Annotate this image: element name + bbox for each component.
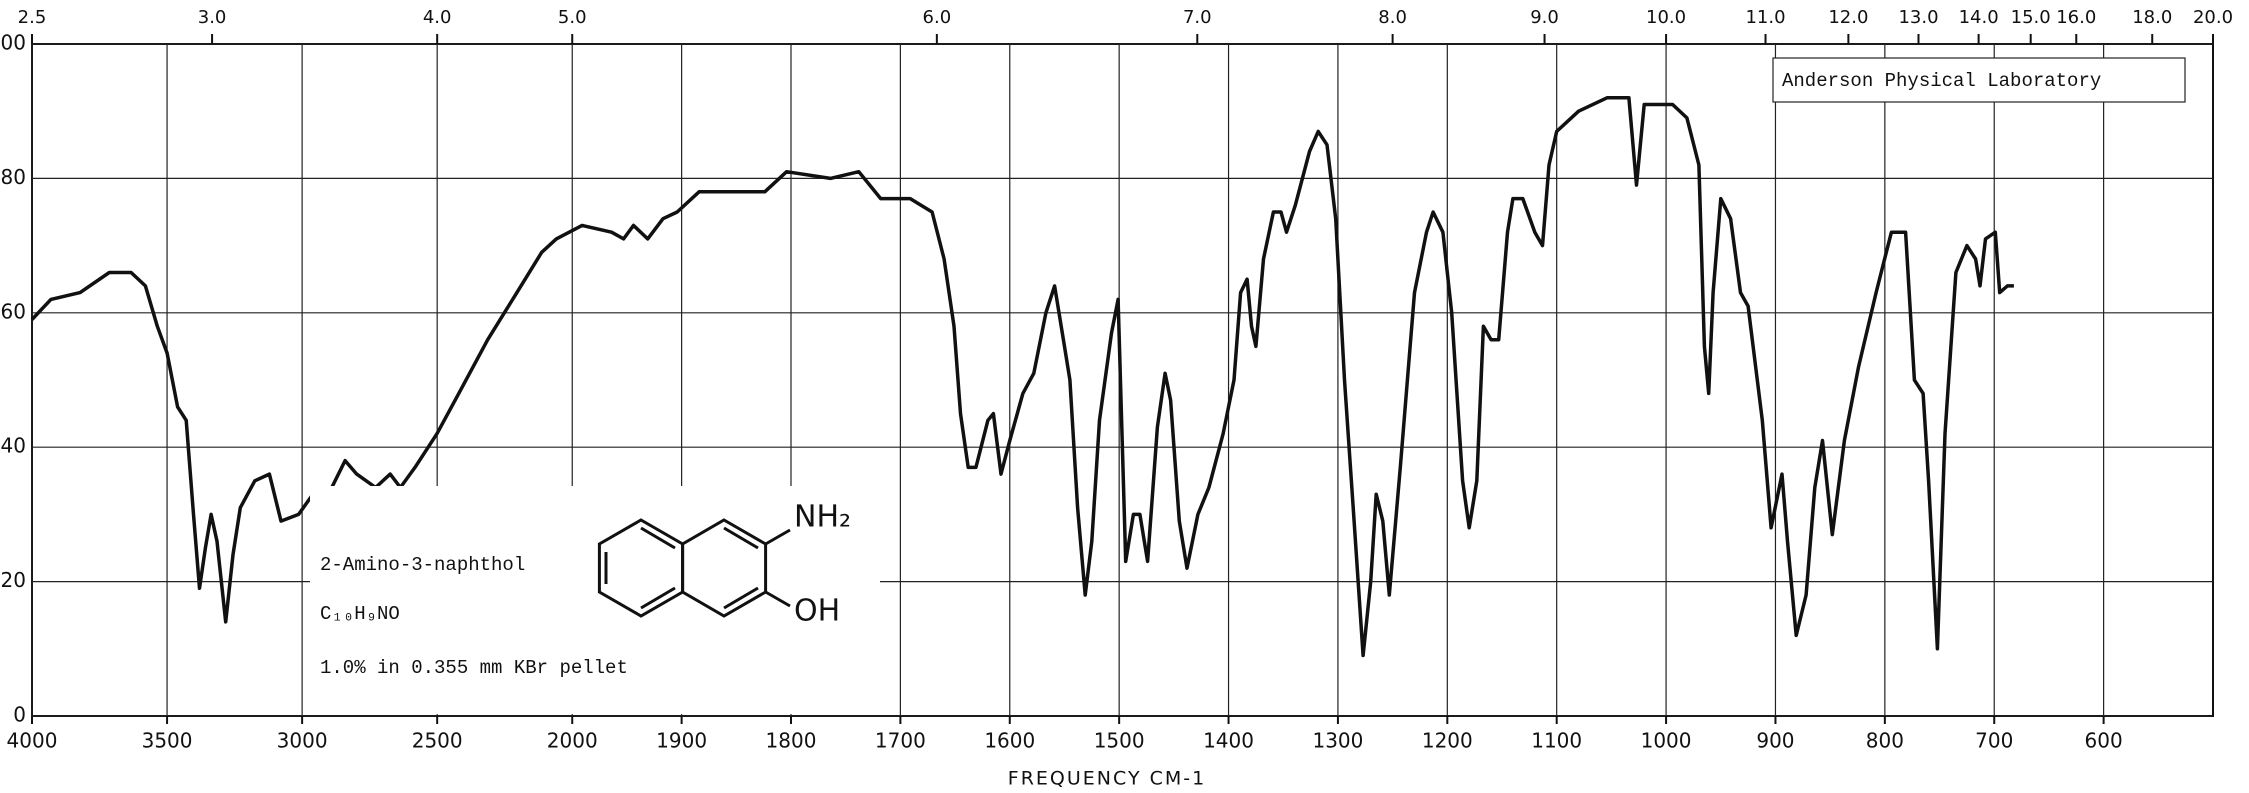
- x2-tick-label: 14.0: [1959, 7, 1999, 28]
- x2-tick-label: 3.0: [198, 7, 227, 28]
- x2-tick-label: 2.5: [18, 7, 47, 28]
- structure: [597, 518, 791, 618]
- x2-tick-label: 6.0: [923, 7, 952, 28]
- x2-tick-label: 10.0: [1646, 7, 1686, 28]
- x-tick-label: 1600: [984, 729, 1035, 753]
- y-tick-label: 80: [1, 165, 26, 189]
- lab-name: Anderson Physical Laboratory: [1782, 70, 2101, 92]
- formula: C₁₀H₉NO: [320, 603, 400, 625]
- spectrum-line: [30, 96, 2014, 658]
- x-tick-label: 1900: [656, 729, 707, 753]
- x-tick-label: 3000: [277, 729, 328, 753]
- x-tick-label: 1100: [1531, 729, 1582, 753]
- x2-tick-label: 4.0: [423, 7, 452, 28]
- x-tick-label: 2500: [412, 729, 463, 753]
- y-tick-label: 0: [13, 703, 26, 727]
- x-tick-label: 4000: [7, 729, 58, 753]
- x-tick-label: 1800: [766, 729, 817, 753]
- x2-tick-label: 5.0: [558, 7, 587, 28]
- x2-tick-label: 7.0: [1183, 7, 1212, 28]
- x2-tick-label: 15.0: [2011, 7, 2051, 28]
- x-tick-label: 800: [1866, 729, 1904, 753]
- x2-tick-label: 12.0: [1828, 7, 1868, 28]
- grid: 0 20 40 60 80 100 4000 3500 3000 2500 2000 1900 1800…: [0, 7, 2233, 753]
- bond: [764, 528, 791, 546]
- x-axis-label: FREQUENCY CM-1: [1008, 768, 1206, 790]
- sample-box: [310, 486, 880, 714]
- x-tick-label: 3500: [142, 729, 193, 753]
- x2-tick-label: 18.0: [2132, 7, 2172, 28]
- x2-tick-label: 13.0: [1898, 7, 1938, 28]
- x2-tick-label: 11.0: [1745, 7, 1785, 28]
- y-tick-label: 40: [1, 434, 26, 458]
- substituent: OH: [794, 594, 840, 629]
- x-tick-label: 1700: [875, 729, 926, 753]
- x-tick-label: 700: [1975, 729, 2013, 753]
- spectrum: [30, 96, 2014, 658]
- double-bond: [640, 526, 676, 550]
- x-tick-label: 2000: [547, 729, 598, 753]
- lab-box: [1772, 57, 2186, 103]
- double-bond: [640, 586, 676, 610]
- x-tick-label: 1300: [1312, 729, 1363, 753]
- y-tick-label: 100: [0, 31, 26, 55]
- x2-tick-label: 9.0: [1530, 7, 1559, 28]
- y-tick-label: 60: [1, 299, 26, 323]
- x2-tick-label: 8.0: [1378, 7, 1407, 28]
- x2-tick-label: 20.0: [2193, 7, 2233, 28]
- x-tick-label: 600: [2085, 729, 2123, 753]
- y-tick-label: 20: [1, 568, 26, 592]
- x-tick-label: 1400: [1203, 729, 1254, 753]
- bond: [764, 590, 791, 608]
- x-tick-label: 1500: [1094, 729, 1145, 753]
- substituent: NH₂: [794, 500, 851, 535]
- double-bond: [723, 586, 759, 610]
- sample: 1.0% in 0.355 mm KBr pellet: [320, 657, 628, 679]
- x2-tick-label: 16.0: [2056, 7, 2096, 28]
- compound-name: 2-Amino-3-naphthol: [320, 554, 525, 576]
- double-bond: [723, 526, 759, 550]
- x-tick-label: 1000: [1641, 729, 1692, 753]
- x-tick-label: 900: [1756, 729, 1794, 753]
- x-tick-label: 1200: [1422, 729, 1473, 753]
